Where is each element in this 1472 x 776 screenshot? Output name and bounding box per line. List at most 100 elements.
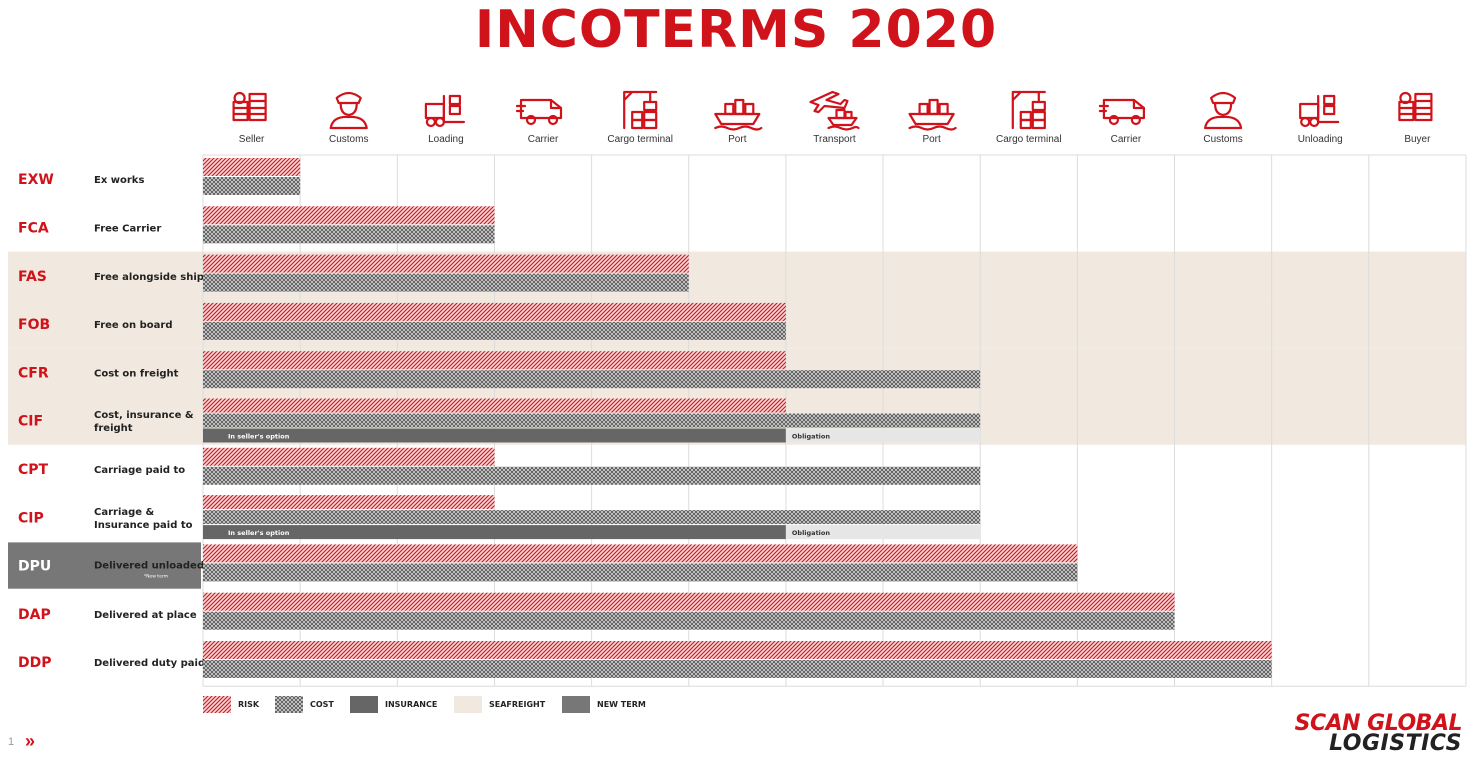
cost-bar: [203, 466, 981, 485]
insurance-obligation-bar: [785, 525, 981, 540]
term-code: CIF: [18, 414, 43, 430]
crane-icon: [623, 90, 658, 130]
term-name: Delivered unloaded: [94, 561, 204, 572]
stage-label: Cargo terminal: [996, 134, 1062, 145]
ship-icon: [908, 98, 957, 131]
term-row-exw: EXW Ex works: [18, 158, 301, 195]
legend-swatch-insurance: [350, 696, 378, 713]
term-row-cif: CIF Cost, insurance & freight In seller's o…: [18, 398, 981, 443]
new-term-band: [8, 542, 201, 589]
term-name: Carriage &: [94, 507, 155, 518]
term-code: FCA: [18, 220, 49, 236]
forklift-icon: [1299, 94, 1340, 128]
legend-label: INSURANCE: [385, 700, 437, 709]
cost-bar: [203, 273, 689, 292]
cost-bar: [203, 321, 786, 340]
page-number: 1: [8, 736, 15, 748]
term-name: Cost, insurance &: [94, 410, 194, 421]
term-code: DPU: [18, 559, 51, 575]
insurance-option-label: In seller's option: [228, 433, 290, 441]
stage-label: Port: [728, 134, 747, 145]
stage-label: Loading: [428, 134, 464, 145]
customs-officer-icon: [1203, 91, 1243, 130]
term-name: Free Carrier: [94, 223, 161, 234]
term-code: DAP: [18, 607, 51, 623]
legend-label: SEAFREIGHT: [489, 700, 546, 709]
term-name: Carriage paid to: [94, 465, 185, 476]
new-term-note: *New term: [144, 574, 168, 580]
risk-bar: [203, 544, 1078, 563]
risk-bar: [203, 351, 786, 370]
page-title: INCOTERMS 2020: [474, 0, 998, 60]
van-icon: [515, 98, 563, 126]
term-name: Free on board: [94, 320, 173, 331]
risk-bar: [203, 447, 495, 466]
legend-swatch-seafreight: [454, 696, 482, 713]
cost-bar: [203, 611, 1175, 630]
term-name: Ex works: [94, 175, 144, 186]
insurance-option-bar: [203, 525, 786, 540]
stage-label: Customs: [329, 134, 368, 145]
stage-label: Port: [922, 134, 941, 145]
term-row-fob: FOB Free on board: [18, 302, 786, 340]
van-icon: [1098, 98, 1146, 126]
risk-bar: [203, 398, 786, 413]
ship-icon: [714, 98, 763, 131]
forklift-icon: [424, 94, 465, 128]
coins-icon: [1398, 91, 1433, 122]
term-name: Delivered duty paid: [94, 658, 205, 669]
stage-label: Transport: [813, 134, 856, 145]
term-code: FAS: [18, 269, 47, 285]
risk-bar: [203, 592, 1175, 611]
term-name: freight: [94, 423, 133, 434]
term-code: CPT: [18, 462, 49, 478]
logo-line-1: SCAN GLOBAL: [1294, 711, 1463, 736]
term-code: DDP: [18, 655, 52, 671]
legend-swatch-cost: [275, 696, 303, 713]
legend-label: NEW TERM: [597, 700, 646, 709]
insurance-obligation-bar: [785, 428, 981, 443]
legend-label: COST: [310, 700, 334, 709]
stage-label: Cargo terminal: [607, 134, 673, 145]
term-name: Cost on freight: [94, 368, 179, 379]
stage-label: Unloading: [1298, 134, 1343, 145]
cost-bar: [203, 510, 981, 525]
term-code: FOB: [18, 317, 50, 333]
insurance-option-bar: [203, 428, 786, 443]
term-row-fca: FCA Free Carrier: [18, 206, 495, 244]
customs-officer-icon: [329, 91, 368, 130]
term-row-dpu: DPU Delivered unloaded *New term: [18, 544, 1078, 582]
term-code: CIP: [18, 510, 44, 526]
legend-swatch-risk: [203, 696, 231, 713]
legend-label: RISK: [238, 700, 260, 709]
legend-swatch-new-term: [562, 696, 590, 713]
coins-icon: [232, 91, 267, 122]
stage-label: Carrier: [1111, 134, 1142, 145]
term-row-cpt: CPT Carriage paid to: [18, 447, 981, 485]
company-logo: SCAN GLOBAL LOGISTICS: [1294, 711, 1463, 756]
stage-label: Buyer: [1404, 134, 1431, 145]
term-code: CFR: [18, 365, 49, 381]
next-page-arrow[interactable]: »: [25, 731, 36, 751]
risk-bar: [203, 254, 689, 273]
term-name: Insurance paid to: [94, 520, 193, 531]
stage-label: Carrier: [528, 134, 559, 145]
risk-bar: [203, 495, 495, 510]
term-row-fas: FAS Free alongside ship: [18, 254, 689, 292]
risk-bar: [203, 302, 786, 321]
cost-bar: [203, 370, 981, 389]
term-row-cfr: CFR Cost on freight: [18, 351, 981, 389]
logo-line-2: LOGISTICS: [1329, 731, 1462, 756]
term-name: Free alongside ship: [94, 272, 204, 283]
risk-bar: [203, 158, 301, 176]
risk-bar: [203, 641, 1272, 659]
cost-bar: [203, 413, 981, 428]
cost-bar: [203, 177, 301, 195]
term-row-cip: CIP Carriage & Insurance paid to In seller'…: [18, 495, 981, 540]
stage-label: Seller: [239, 134, 265, 145]
insurance-obligation-label: Obligation: [792, 529, 830, 537]
cost-bar: [203, 225, 495, 244]
term-row-ddp: DDP Delivered duty paid: [18, 641, 1272, 678]
risk-bar: [203, 206, 495, 225]
